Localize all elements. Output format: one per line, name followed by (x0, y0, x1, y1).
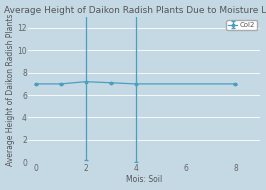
Y-axis label: Average Height of Daikon Radish Plants: Average Height of Daikon Radish Plants (6, 13, 15, 166)
Legend: Col2: Col2 (226, 20, 257, 30)
X-axis label: Mois: Soil: Mois: Soil (126, 175, 163, 184)
Title: Average Height of Daikon Radish Plants Due to Moisture Level: Average Height of Daikon Radish Plants D… (4, 6, 266, 15)
